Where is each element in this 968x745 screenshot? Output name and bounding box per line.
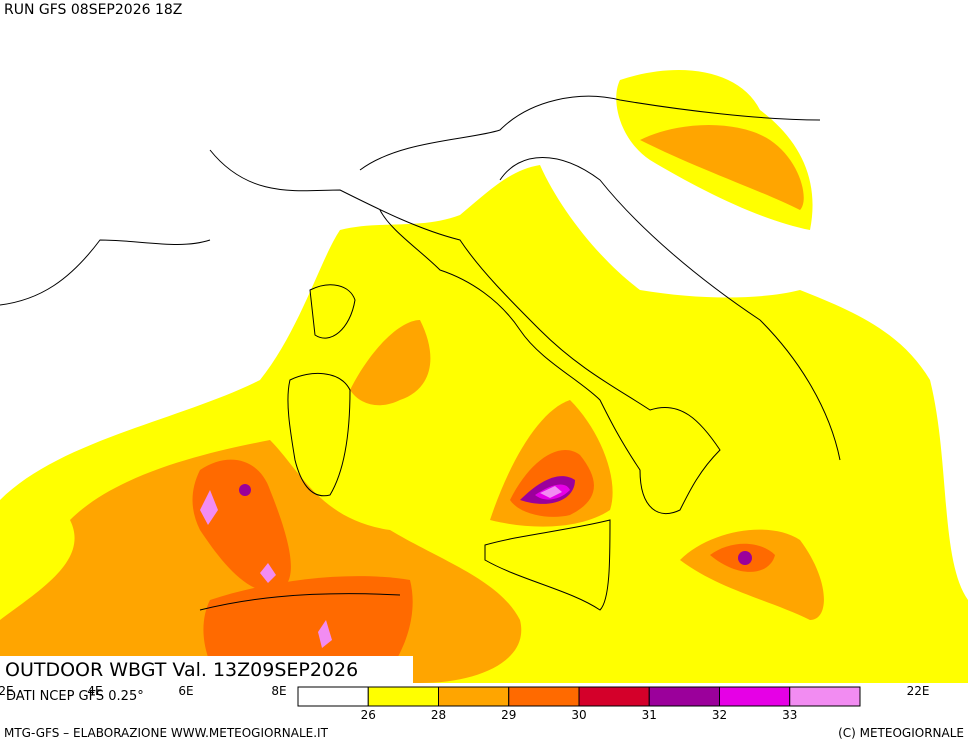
- footer-left: MTG-GFS – ELABORAZIONE WWW.METEOGIORNALE…: [4, 726, 329, 740]
- colorbar-box: [297, 686, 369, 707]
- pink-area: [540, 486, 562, 498]
- colorbar-label: 26: [361, 708, 376, 722]
- longitude-label: 2E: [0, 684, 14, 698]
- orange-area: [350, 320, 431, 406]
- longitude-labels: 2E 4E 6E 8E 22E: [0, 684, 929, 698]
- dark-orange-area: [192, 459, 291, 592]
- purple-area: [239, 484, 251, 496]
- colorbar-box: [789, 686, 861, 707]
- colorbar-box: [508, 686, 580, 707]
- coastline: [209, 95, 841, 515]
- pink-area: [200, 490, 332, 648]
- field-label: OUTDOOR WBGT Val. 13Z09SEP2026: [5, 659, 358, 681]
- colorbar-label: 30: [571, 708, 586, 722]
- colorbar-label: 31: [642, 708, 657, 722]
- colorbar-box: [578, 686, 650, 707]
- colorbar-label: 32: [712, 708, 727, 722]
- longitude-label: 4E: [87, 684, 102, 698]
- run-label: RUN GFS 08SEP2026 18Z: [4, 2, 182, 18]
- colorbar-box: [648, 686, 720, 707]
- orange-area: [640, 125, 804, 210]
- label-box: [0, 656, 413, 683]
- colorbar-label: 33: [782, 708, 797, 722]
- longitude-label: 22E: [907, 684, 930, 698]
- coastline: [0, 239, 611, 611]
- colorbar: 26 28 29 30 31 32 33: [297, 686, 861, 722]
- longitude-label: 8E: [271, 684, 286, 698]
- colorbar-label: 28: [431, 708, 446, 722]
- colorbar-box: [367, 686, 439, 707]
- colorbar-label: 29: [501, 708, 516, 722]
- field: [0, 70, 968, 683]
- longitude-label: 6E: [178, 684, 193, 698]
- colorbar-box: [438, 686, 510, 707]
- footer-right: (C) METEOGIORNALE: [838, 726, 964, 740]
- source-label: DATI NCEP GFS 0.25°: [6, 689, 144, 704]
- purple-area: [738, 551, 752, 565]
- colorbar-box: [719, 686, 791, 707]
- coastlines: [0, 95, 841, 611]
